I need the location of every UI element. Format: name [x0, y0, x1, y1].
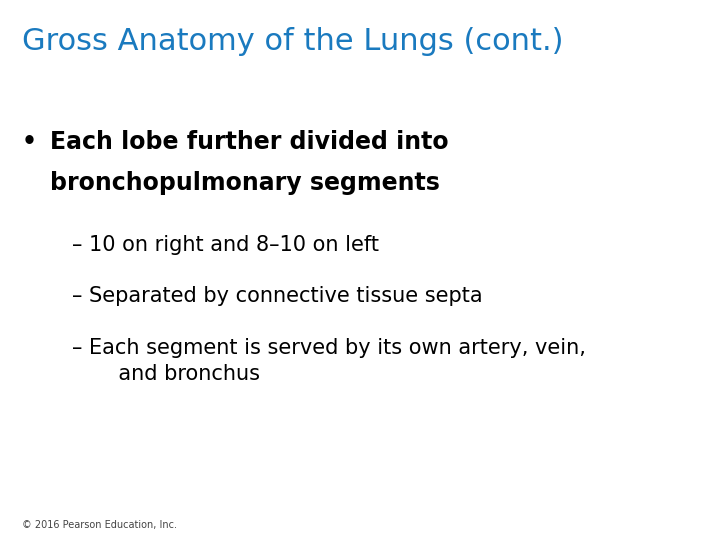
- Text: – Separated by connective tissue septa: – Separated by connective tissue septa: [72, 286, 482, 306]
- Text: •: •: [22, 130, 37, 153]
- Text: Each lobe further divided into: Each lobe further divided into: [50, 130, 449, 153]
- Text: – 10 on right and 8–10 on left: – 10 on right and 8–10 on left: [72, 235, 379, 255]
- Text: bronchopulmonary segments: bronchopulmonary segments: [50, 171, 440, 195]
- Text: Gross Anatomy of the Lungs (cont.): Gross Anatomy of the Lungs (cont.): [22, 27, 563, 56]
- Text: © 2016 Pearson Education, Inc.: © 2016 Pearson Education, Inc.: [22, 520, 176, 530]
- Text: – Each segment is served by its own artery, vein,
       and bronchus: – Each segment is served by its own arte…: [72, 338, 586, 384]
